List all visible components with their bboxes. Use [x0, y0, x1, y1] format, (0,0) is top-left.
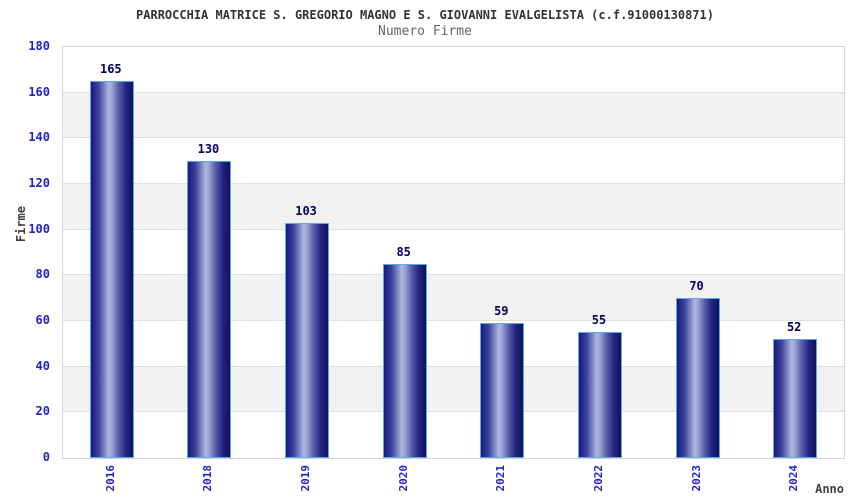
bar-value-label: 55 — [591, 313, 607, 328]
gridline — [63, 228, 844, 230]
y-tick-label: 20 — [35, 404, 50, 419]
bar-value-label: 70 — [689, 279, 704, 294]
background-band — [63, 92, 844, 139]
y-tick-label: 140 — [28, 130, 50, 145]
bar-value-label: 59 — [494, 304, 509, 319]
y-tick-label: 80 — [35, 267, 50, 282]
gridline — [63, 365, 844, 367]
bar-2022 — [577, 332, 622, 458]
x-tick-label: 2019 — [299, 465, 313, 492]
background-band — [63, 275, 844, 321]
x-tick-label: 2016 — [103, 465, 117, 492]
y-tick-label: 160 — [28, 84, 50, 99]
y-tick-label: 60 — [35, 313, 50, 327]
bar-2018 — [187, 161, 232, 458]
x-axis-title: Anno — [815, 482, 844, 496]
x-tick-label: 2022 — [591, 465, 605, 492]
y-tick-label: 100 — [28, 221, 50, 236]
y-tick-label: 40 — [35, 358, 50, 373]
bar-value-label: 130 — [197, 142, 220, 157]
bar-value-label: 85 — [396, 244, 411, 259]
bar-2020 — [382, 263, 427, 458]
x-tick-label: 2020 — [396, 465, 410, 492]
x-tick-label: 2021 — [494, 465, 508, 492]
gridline — [63, 137, 844, 139]
y-tick-label: 180 — [28, 39, 50, 53]
x-tick-label: 2024 — [787, 465, 801, 492]
y-axis-title: Firme — [14, 206, 28, 243]
chart-title: PARROCCHIA MATRICE S. GREGORIO MAGNO E S… — [136, 8, 714, 22]
background-band — [63, 184, 844, 230]
gridline — [63, 320, 844, 321]
gridline — [63, 91, 844, 93]
plot-area — [62, 46, 845, 459]
y-tick-label: 120 — [28, 176, 50, 190]
x-tick-label: 2018 — [201, 465, 215, 492]
background-band — [63, 366, 844, 413]
gridline — [63, 411, 844, 413]
bar-value-label: 165 — [99, 62, 122, 77]
bar-2019 — [285, 222, 330, 458]
bar-2024 — [773, 339, 818, 458]
x-tick-label: 2023 — [689, 465, 703, 492]
bar-value-label: 103 — [295, 203, 317, 218]
bar-2023 — [675, 298, 720, 458]
gridline — [63, 183, 844, 184]
bar-value-label: 52 — [786, 320, 802, 335]
gridline — [63, 274, 844, 276]
bar-2021 — [480, 323, 525, 458]
bar-2016 — [89, 81, 134, 458]
y-tick-label: 0 — [42, 450, 50, 464]
chart-subtitle: Numero Firme — [378, 24, 472, 39]
